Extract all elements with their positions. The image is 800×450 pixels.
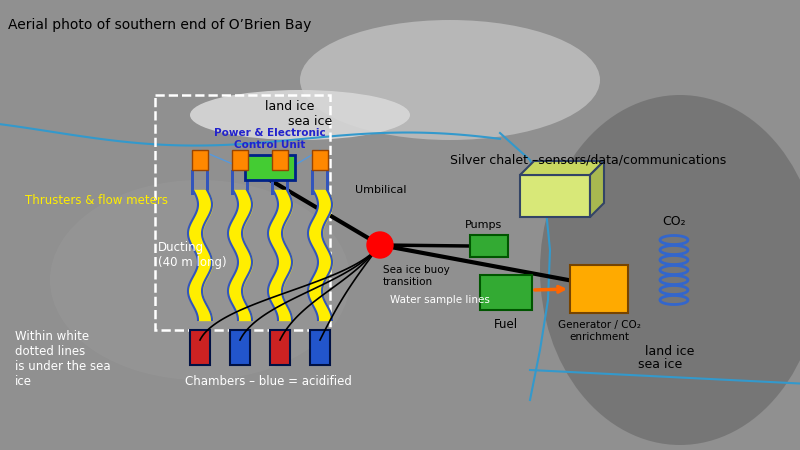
Ellipse shape	[50, 180, 350, 380]
Text: Silver chalet –sensors/data/communications: Silver chalet –sensors/data/communicatio…	[450, 153, 726, 166]
Text: Within white
dotted lines
is under the sea
ice: Within white dotted lines is under the s…	[15, 330, 110, 388]
Text: Pumps: Pumps	[465, 220, 502, 230]
Text: land ice: land ice	[266, 100, 314, 113]
Bar	[270, 330, 290, 365]
Ellipse shape	[190, 90, 410, 140]
Text: Ducting
(40 m long): Ducting (40 m long)	[158, 241, 226, 269]
Text: Fuel: Fuel	[494, 318, 518, 331]
Text: sea ice: sea ice	[288, 115, 332, 128]
Text: Aerial photo of southern end of O’Brien Bay: Aerial photo of southern end of O’Brien …	[8, 18, 311, 32]
Bar	[311, 170, 314, 195]
Bar	[286, 170, 289, 195]
Text: Umbilical: Umbilical	[355, 185, 406, 195]
Bar	[520, 175, 590, 217]
Bar	[232, 150, 248, 170]
Bar	[192, 150, 208, 170]
Bar	[312, 150, 328, 170]
Text: land ice: land ice	[646, 345, 694, 358]
Text: Power & Electronic
Control Unit: Power & Electronic Control Unit	[214, 128, 326, 150]
Bar	[155, 95, 330, 330]
Bar	[470, 235, 508, 257]
Text: Sea ice buoy
transition: Sea ice buoy transition	[383, 265, 450, 287]
Ellipse shape	[540, 95, 800, 445]
Bar	[570, 265, 628, 313]
Bar	[206, 170, 209, 195]
Bar	[231, 170, 234, 195]
Text: Chambers – blue = acidified: Chambers – blue = acidified	[185, 375, 352, 388]
Text: Generator / CO₂
enrichment: Generator / CO₂ enrichment	[558, 320, 641, 342]
Text: Thrusters & flow meters: Thrusters & flow meters	[25, 194, 168, 207]
Bar	[326, 170, 329, 195]
Bar	[310, 330, 330, 365]
Text: Water sample lines: Water sample lines	[390, 295, 490, 305]
Circle shape	[367, 232, 393, 258]
Bar	[246, 170, 249, 195]
Polygon shape	[520, 161, 604, 175]
Bar	[191, 170, 194, 195]
Bar	[230, 330, 250, 365]
Bar	[245, 155, 295, 180]
Bar	[190, 330, 210, 365]
Text: CO₂: CO₂	[662, 215, 686, 228]
Bar	[272, 150, 288, 170]
Ellipse shape	[300, 20, 600, 140]
Bar	[271, 170, 274, 195]
Bar	[480, 275, 532, 310]
Polygon shape	[590, 161, 604, 217]
Text: sea ice: sea ice	[638, 358, 682, 371]
